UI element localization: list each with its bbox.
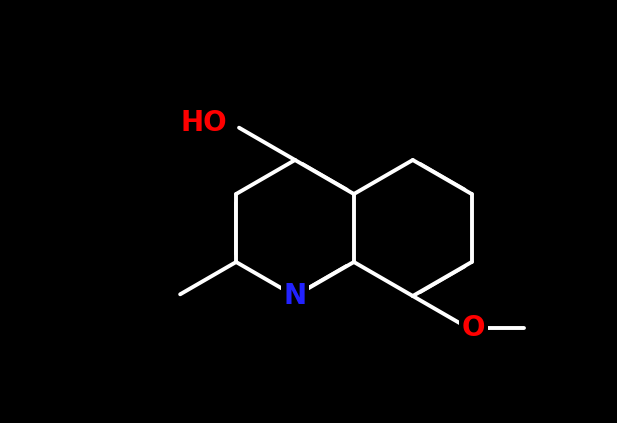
Text: HO: HO	[180, 109, 227, 137]
Text: N: N	[283, 282, 307, 310]
Text: O: O	[462, 314, 486, 342]
